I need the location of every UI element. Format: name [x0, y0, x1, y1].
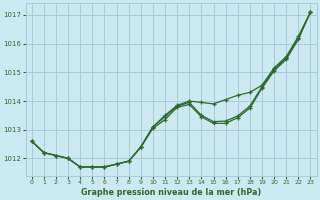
X-axis label: Graphe pression niveau de la mer (hPa): Graphe pression niveau de la mer (hPa) — [81, 188, 261, 197]
